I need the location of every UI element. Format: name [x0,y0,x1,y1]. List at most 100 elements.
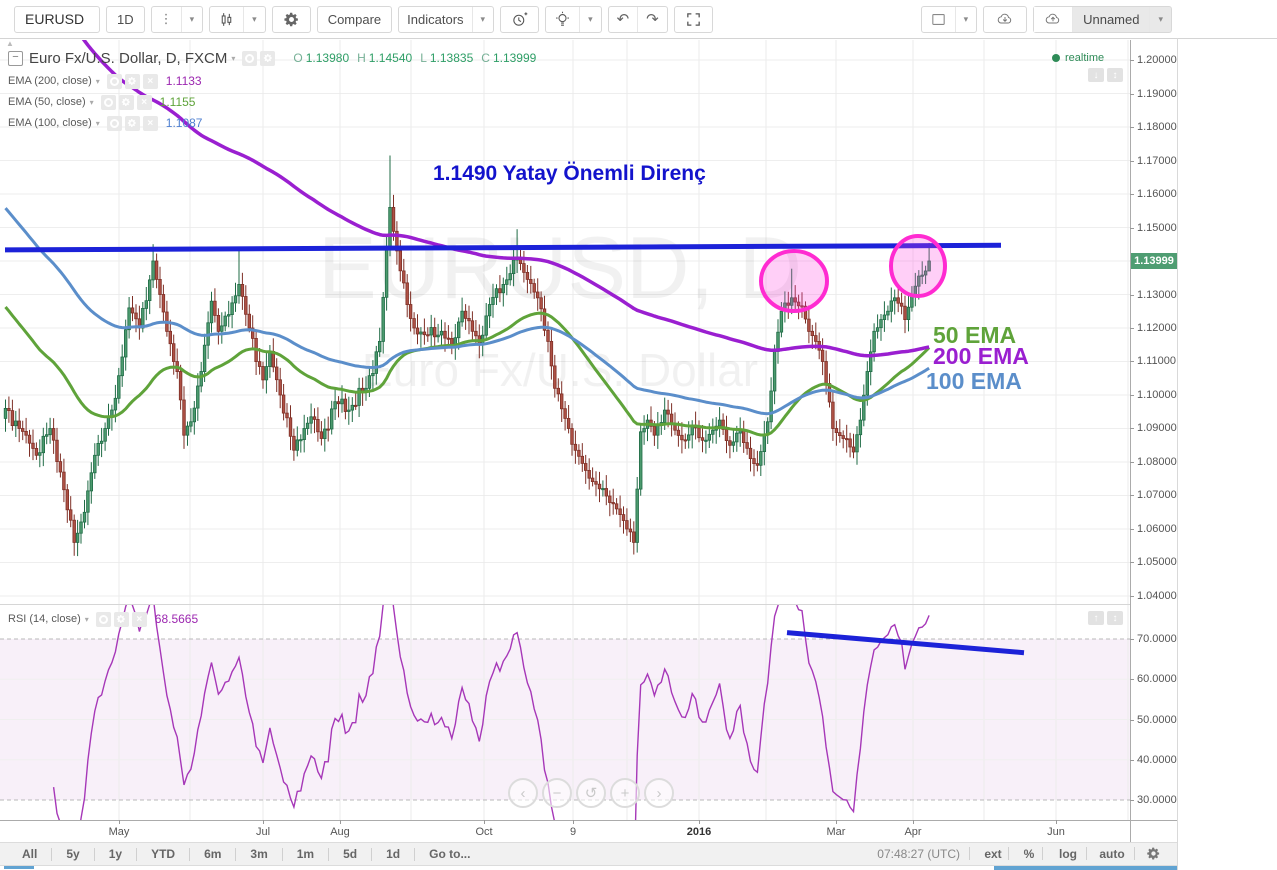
scale-updown-arrow-icon[interactable]: ↕ [1107,68,1123,82]
goto-date-button[interactable]: Go to... [429,847,471,861]
remove-indicator-icon[interactable]: × [142,115,158,131]
chart-nav-pan-right-button[interactable]: › [644,778,674,808]
resistance-annotation-text[interactable]: 1.1490 Yatay Önemli Direnç [433,162,706,185]
range-button-1d[interactable]: 1d [386,847,401,861]
rsi-line[interactable] [52,604,930,820]
ideas-group: ▾ [545,5,602,33]
symbol-title-caret-icon[interactable]: ▾ [231,53,236,63]
interval-dropdown-caret-icon[interactable]: ▾ [180,6,203,32]
ohlc-value: 1.13999 [492,51,537,65]
ema100-line[interactable] [4,207,930,416]
indicator-caret-icon[interactable]: ▾ [95,118,100,128]
layout-select-icon[interactable] [922,7,955,32]
remove-indicator-icon[interactable]: × [142,73,158,89]
chart-style-candles-icon[interactable] [210,7,243,32]
chart-settings-gear-icon[interactable] [1146,846,1161,866]
scale-updown-arrow-icon[interactable]: ↕ [1107,611,1123,625]
rsi-axis-tick [1130,760,1134,761]
rsi-axis-tick [1130,720,1134,721]
toolbar-separator [281,847,283,861]
scale-down-arrow-icon[interactable]: ↓ [1088,68,1104,82]
series-settings-gear-icon[interactable] [260,50,276,66]
ema200-line[interactable] [6,40,930,358]
chart-style-dropdown-caret-icon[interactable]: ▾ [243,6,265,32]
hide-indicator-icon[interactable] [100,94,116,110]
range-button-1y[interactable]: 1y [108,847,123,861]
price-axis-label: 1.07000 [1137,489,1177,501]
legend: − Euro Fx/U.S. Dollar, D, FXCM ▾ O 1.1398… [8,48,536,135]
toolbar-separator [1134,847,1135,860]
remove-indicator-icon[interactable]: × [131,611,147,627]
extended-hours-button[interactable]: ext [984,847,1002,861]
remove-indicator-icon[interactable]: × [136,94,152,110]
resistance-trendline[interactable] [4,242,1002,253]
indicator-name[interactable]: EMA (100, close) [8,117,92,129]
range-button-5d[interactable]: 5d [343,847,358,861]
legend-collapse-icon[interactable]: − [8,50,23,66]
indicator-row-ema200: EMA (200, close) ▾ × 1.1133 [8,72,536,90]
chart-properties-button[interactable] [271,5,311,33]
price-axis-tick [1130,295,1134,296]
compare-button[interactable]: Compare [316,5,393,33]
highlight-ellipse-1[interactable] [759,249,829,313]
chart-nav-pan-left-button[interactable]: ‹ [508,778,538,808]
indicator-name[interactable]: RSI (14, close) [8,613,81,625]
interval-menu-icon[interactable]: ⋮ [159,11,173,26]
range-button-YTD[interactable]: YTD [151,847,176,861]
range-button-3m[interactable]: 3m [250,847,268,861]
scale-up-arrow-icon[interactable]: ↑ [1088,611,1104,625]
indicators-button[interactable]: Indicators [407,11,464,27]
range-button-6m[interactable]: 6m [204,847,222,861]
log-scale-button[interactable]: log [1059,847,1077,861]
load-chart-button[interactable] [983,5,1028,33]
hide-indicator-icon[interactable] [106,115,122,131]
price-axis-tick [1130,529,1134,530]
symbol-search-input[interactable]: EURUSD [14,5,100,33]
auto-scale-button[interactable]: auto [1099,847,1125,861]
indicator-settings-gear-icon[interactable] [118,94,134,110]
undo-icon[interactable]: ↶ [616,11,630,28]
layout-group: ▾ [920,5,978,33]
rsi-pane-canvas[interactable] [0,604,1130,820]
add-alert-button[interactable] [500,5,540,33]
indicator-caret-icon[interactable]: ▾ [84,614,89,624]
symbol-title[interactable]: Euro Fx/U.S. Dollar, D, FXCM [29,49,228,67]
indicator-settings-gear-icon[interactable] [124,73,140,89]
redo-icon[interactable]: ↷ [637,6,667,32]
indicator-settings-gear-icon[interactable] [124,115,140,131]
publish-idea-bulb-icon[interactable] [546,7,579,32]
indicator-name[interactable]: EMA (200, close) [8,75,92,87]
indicator-settings-gear-icon[interactable] [113,611,129,627]
indicator-name[interactable]: EMA (50, close) [8,96,86,108]
chart-nav-reset-view-button[interactable]: ↺ [576,778,606,808]
panel-collapse-arrow-icon[interactable]: ▲ [6,39,14,48]
ema50-line[interactable] [4,306,931,437]
range-button-5y[interactable]: 5y [66,847,80,861]
indicator-caret-icon[interactable]: ▾ [95,76,100,86]
interval-button[interactable]: 1D [106,5,145,33]
fullscreen-button[interactable] [673,5,713,33]
price-axis-label: 1.17000 [1137,155,1177,167]
hide-indicator-icon[interactable] [106,73,122,89]
layout-dropdown-caret-icon[interactable]: ▾ [954,6,977,32]
candlesticks [3,155,931,557]
chart-nav-zoom-in-button[interactable]: + [610,778,640,808]
rsi-trendline[interactable] [786,630,1025,656]
pane-divider[interactable] [0,604,1130,605]
indicators-dropdown-caret-icon[interactable]: ▾ [471,6,494,32]
save-chart-cloud-icon[interactable] [1034,6,1073,32]
hide-indicator-icon[interactable] [95,611,111,627]
h-scrollbar-thumb[interactable] [994,866,1177,870]
hide-series-icon[interactable] [242,50,258,66]
percent-scale-button[interactable]: % [1023,847,1035,861]
highlight-ellipse-2[interactable] [889,234,947,298]
h-scrollbar-left-piece[interactable] [4,866,34,869]
ideas-dropdown-caret-icon[interactable]: ▾ [579,6,601,32]
range-button-All[interactable]: All [22,847,38,861]
indicator-caret-icon[interactable]: ▾ [89,97,94,107]
save-dropdown-caret-icon[interactable]: ▾ [1149,6,1171,32]
range-button-1m[interactable]: 1m [296,847,315,861]
chart-nav-zoom-out-button[interactable]: − [542,778,572,808]
chart-layout-name[interactable]: Unnamed [1072,6,1149,32]
